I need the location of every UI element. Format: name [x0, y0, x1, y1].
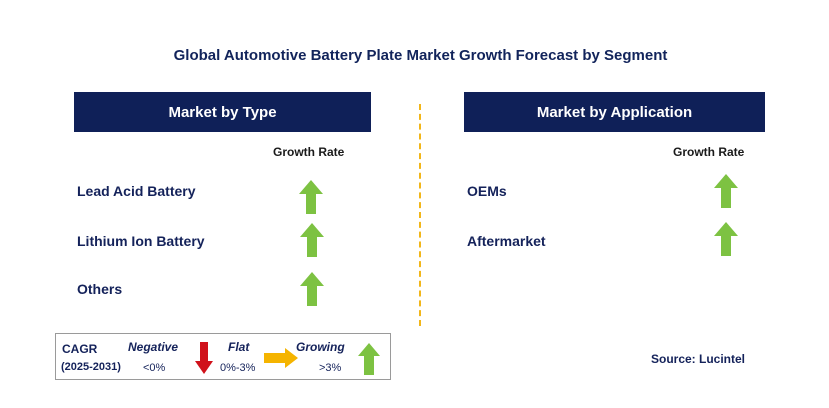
growth-rate-header-type: Growth Rate: [273, 145, 345, 159]
legend-period-label: (2025-2031): [61, 361, 121, 373]
legend-growing-range: >3%: [319, 362, 342, 374]
legend-cagr-label: CAGR: [62, 342, 98, 356]
legend-flat-range: 0%-3%: [220, 362, 256, 374]
growing-arrow-icon: [300, 272, 324, 306]
panel-divider: [419, 104, 421, 326]
growing-arrow-icon: [714, 222, 738, 256]
growing-arrow-icon: [300, 223, 324, 257]
legend-growing-label: Growing: [296, 340, 345, 354]
row-label-lithium-ion-battery: Lithium Ion Battery: [77, 233, 205, 249]
growing-arrow-icon: [358, 343, 380, 375]
page-title: Global Automotive Battery Plate Market G…: [173, 47, 668, 64]
source-label: Source: Lucintel: [651, 352, 746, 366]
legend-negative-range: <0%: [143, 362, 166, 374]
cagr-legend: CAGR (2025-2031) Negative <0% Flat 0%-3%…: [55, 333, 391, 380]
growing-arrow-icon: [714, 174, 738, 208]
row-label-aftermarket: Aftermarket: [467, 233, 546, 249]
flat-arrow-icon: [264, 348, 298, 368]
legend-flat-label: Flat: [228, 340, 250, 354]
negative-arrow-icon: [195, 342, 213, 374]
growing-arrow-icon: [299, 180, 323, 214]
legend-negative-label: Negative: [128, 340, 179, 354]
panel-header-application: Market by Application: [464, 92, 765, 132]
row-label-oems: OEMs: [467, 183, 507, 199]
row-label-lead-acid-battery: Lead Acid Battery: [77, 183, 196, 199]
panel-header-type: Market by Type: [74, 92, 371, 132]
row-label-others: Others: [77, 281, 123, 297]
growth-rate-header-application: Growth Rate: [673, 145, 745, 159]
